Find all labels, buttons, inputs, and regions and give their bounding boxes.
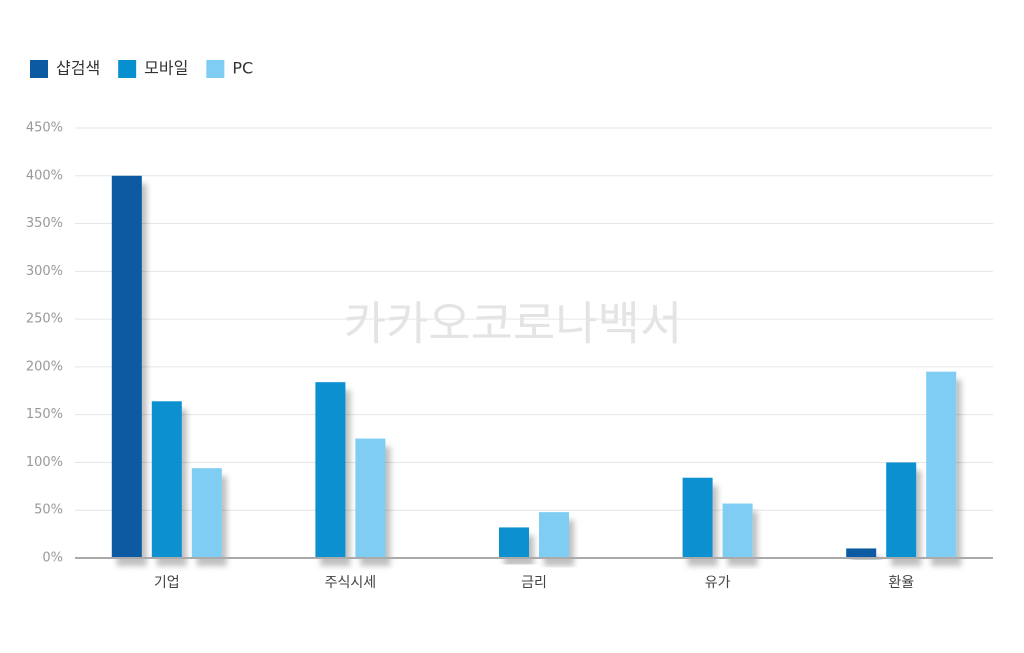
bar xyxy=(499,527,529,558)
y-tick-label: 450% xyxy=(26,121,63,136)
bar xyxy=(315,382,346,558)
x-tick-label: 금리 xyxy=(521,575,547,591)
y-tick-label: 300% xyxy=(26,264,63,279)
bar xyxy=(355,438,386,558)
y-tick-label: 200% xyxy=(26,359,63,374)
x-tick-label: 주식시세 xyxy=(325,575,377,591)
bar xyxy=(151,401,182,558)
legend-label: PC xyxy=(232,59,253,78)
y-tick-label: 50% xyxy=(34,503,63,518)
x-tick-label: 유가 xyxy=(705,575,731,591)
y-tick-label: 350% xyxy=(26,216,63,231)
y-tick-label: 400% xyxy=(26,168,63,183)
bar xyxy=(846,548,877,558)
bar xyxy=(111,175,142,558)
y-tick-label: 250% xyxy=(26,312,63,327)
legend-label: 샵검색 xyxy=(56,59,100,78)
bar xyxy=(682,477,713,558)
y-tick-label: 150% xyxy=(26,407,63,422)
watermark: 카카오코로나백서 xyxy=(344,297,683,351)
bar xyxy=(886,462,917,558)
x-tick-label: 환율 xyxy=(888,575,914,591)
bar xyxy=(722,503,753,558)
legend-swatch xyxy=(206,60,225,78)
legend-swatch xyxy=(30,60,48,78)
y-tick-label: 100% xyxy=(26,455,63,470)
x-tick-label: 기업 xyxy=(154,575,180,591)
bar xyxy=(539,512,569,558)
y-tick-label: 0% xyxy=(42,551,63,566)
bar xyxy=(191,468,222,558)
bar xyxy=(926,371,957,558)
legend-label: 모바일 xyxy=(144,59,188,78)
legend-swatch xyxy=(118,60,137,78)
